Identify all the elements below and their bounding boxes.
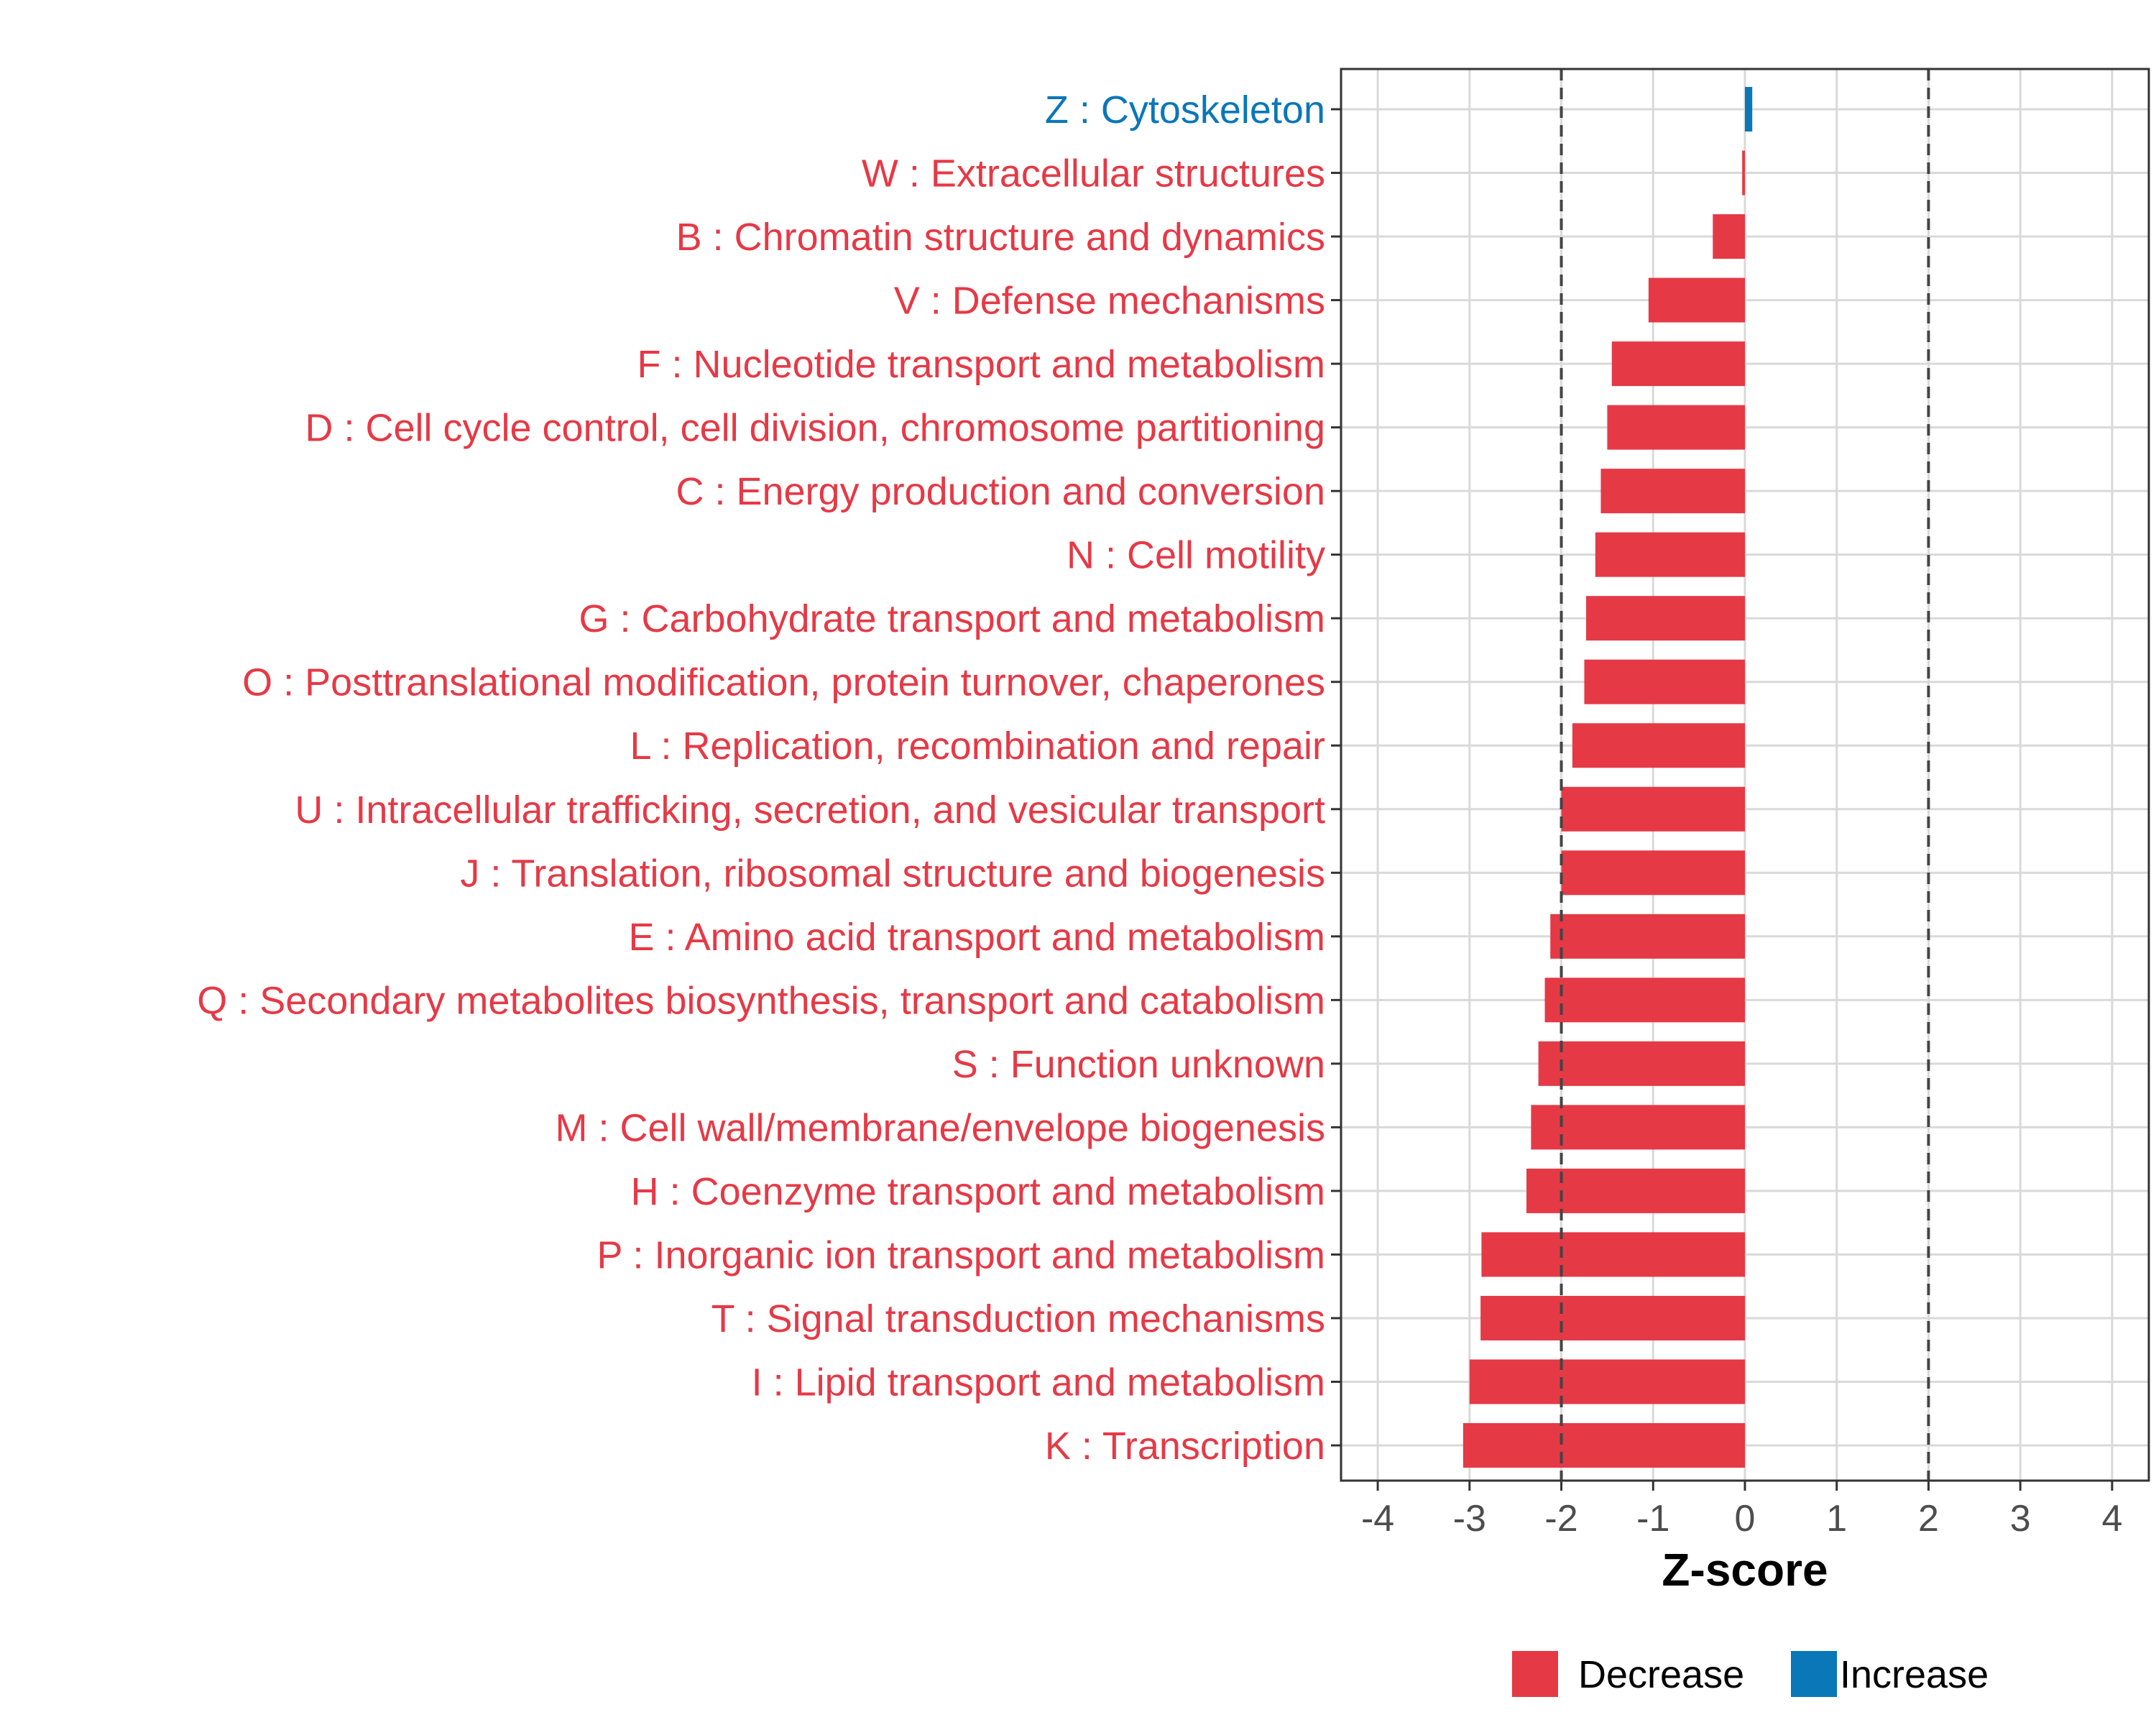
x-axis-title: Z-score bbox=[1662, 1544, 1828, 1596]
category-label: B : Chromatin structure and dynamics bbox=[676, 216, 1325, 259]
bar-w bbox=[1742, 150, 1745, 196]
category-label: J : Translation, ribosomal structure and… bbox=[460, 852, 1325, 895]
category-label: Q : Secondary metabolites biosynthesis, … bbox=[197, 979, 1325, 1022]
category-label: Z : Cytoskeleton bbox=[1045, 88, 1325, 132]
x-tick-label: 0 bbox=[1735, 1498, 1756, 1540]
x-tick-label: -3 bbox=[1453, 1498, 1486, 1540]
bar-q bbox=[1544, 978, 1745, 1023]
category-label: G : Carbohydrate transport and metabolis… bbox=[579, 597, 1326, 640]
category-label: T : Signal transduction mechanisms bbox=[711, 1297, 1325, 1340]
bar-h bbox=[1526, 1168, 1745, 1213]
category-label: P : Inorganic ion transport and metaboli… bbox=[596, 1233, 1325, 1276]
bar-e bbox=[1550, 914, 1745, 959]
bar-n bbox=[1595, 532, 1745, 577]
bar-j bbox=[1561, 850, 1745, 896]
category-label: S : Function unknown bbox=[952, 1043, 1325, 1086]
y-axis: Z : Cytoskeleton W : Extracellular struct… bbox=[197, 88, 1341, 1468]
x-tick-label: -1 bbox=[1636, 1498, 1669, 1540]
bar-l bbox=[1572, 723, 1745, 768]
bar-t bbox=[1480, 1295, 1745, 1340]
bar-k bbox=[1462, 1423, 1745, 1468]
bar-m bbox=[1531, 1105, 1745, 1150]
bar-p bbox=[1481, 1232, 1745, 1277]
category-label: H : Coenzyme transport and metabolism bbox=[631, 1170, 1325, 1213]
bar-z bbox=[1745, 87, 1753, 132]
category-label: L : Replication, recombination and repai… bbox=[630, 724, 1325, 768]
bar-i bbox=[1469, 1359, 1745, 1404]
legend-swatch-increase bbox=[1791, 1651, 1837, 1697]
bar-f bbox=[1611, 341, 1745, 387]
bar-g bbox=[1586, 596, 1745, 641]
bar-d bbox=[1607, 405, 1745, 450]
category-label: E : Amino acid transport and metabolism bbox=[629, 916, 1325, 959]
x-tick-label: 2 bbox=[1918, 1498, 1939, 1540]
category-label: O : Posttranslational modification, prot… bbox=[242, 661, 1325, 704]
legend-label-decrease: Decrease bbox=[1578, 1653, 1744, 1696]
category-label: V : Defense mechanisms bbox=[894, 280, 1325, 323]
x-tick-label: 4 bbox=[2101, 1498, 2122, 1540]
category-label: F : Nucleotide transport and metabolism bbox=[637, 343, 1325, 386]
category-label: K : Transcription bbox=[1045, 1425, 1325, 1468]
x-tick-label: 3 bbox=[2010, 1498, 2031, 1540]
x-tick-label: -4 bbox=[1361, 1498, 1394, 1540]
bar-o bbox=[1584, 659, 1745, 704]
category-label: I : Lipid transport and metabolism bbox=[752, 1361, 1325, 1404]
x-tick-label: 1 bbox=[1826, 1498, 1847, 1540]
x-axis: -4 -3 -2 -1 0 1 2 3 4 bbox=[1361, 1481, 2122, 1540]
bars bbox=[1462, 87, 1753, 1468]
x-tick-label: -2 bbox=[1544, 1498, 1577, 1540]
category-label: C : Energy production and conversion bbox=[676, 470, 1325, 513]
category-label: W : Extracellular structures bbox=[862, 152, 1325, 196]
bar-v bbox=[1648, 277, 1745, 323]
bar-c bbox=[1600, 469, 1745, 514]
category-label: M : Cell wall/membrane/envelope biogenes… bbox=[555, 1106, 1325, 1149]
category-label: N : Cell motility bbox=[1067, 534, 1325, 577]
bar-u bbox=[1561, 786, 1745, 832]
legend: Decrease Increase bbox=[1512, 1651, 1989, 1697]
reference-lines bbox=[1560, 69, 1930, 1481]
bar-b bbox=[1713, 214, 1745, 259]
category-label: D : Cell cycle control, cell division, c… bbox=[305, 407, 1325, 450]
category-label: U : Intracellular trafficking, secretion… bbox=[295, 788, 1325, 832]
legend-swatch-decrease bbox=[1512, 1651, 1558, 1697]
bar-s bbox=[1538, 1041, 1745, 1086]
legend-label-increase: Increase bbox=[1840, 1653, 1989, 1696]
